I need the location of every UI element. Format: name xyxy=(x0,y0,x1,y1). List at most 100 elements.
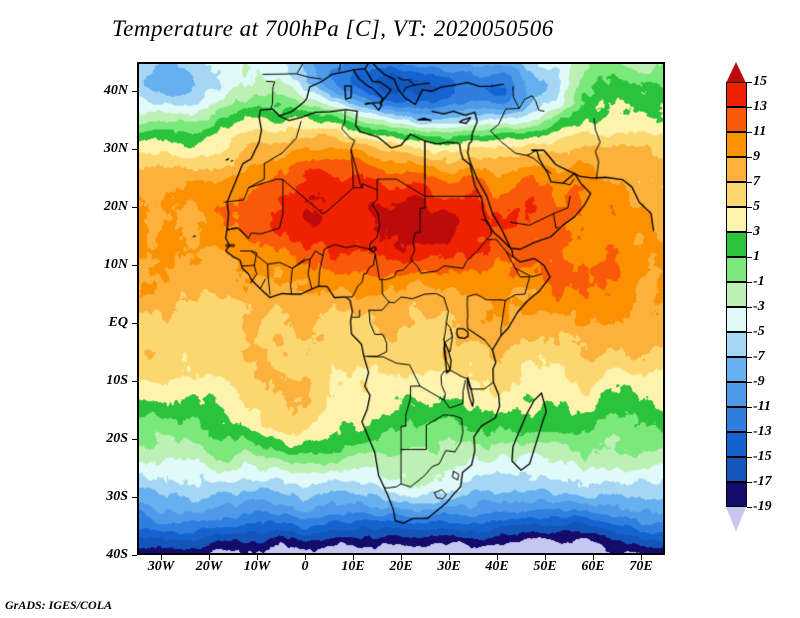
colorbar-label: -11 xyxy=(753,399,771,414)
colorbar-tick xyxy=(747,232,752,233)
colorbar-tick xyxy=(747,82,752,83)
y-axis-label: 20S xyxy=(106,431,128,446)
colorbar-label: -3 xyxy=(753,299,765,314)
colorbar-band xyxy=(726,307,747,332)
x-axis-tick xyxy=(593,555,594,560)
colorbar-label: 5 xyxy=(753,199,760,214)
colorbar-tick xyxy=(747,257,752,258)
colorbar-label: 9 xyxy=(753,149,760,164)
colorbar-tick xyxy=(747,182,752,183)
y-axis-tick xyxy=(132,439,137,440)
colorbar-label: -15 xyxy=(753,449,772,464)
temperature-field-canvas xyxy=(139,64,663,553)
y-axis-label: 20N xyxy=(103,199,128,214)
x-axis-label: 10W xyxy=(243,559,271,574)
colorbar-tick xyxy=(747,482,752,483)
colorbar-band xyxy=(726,357,747,382)
colorbar xyxy=(726,82,747,507)
colorbar-label: -7 xyxy=(753,349,765,364)
x-axis-tick xyxy=(449,555,450,560)
colorbar-label: -17 xyxy=(753,474,772,489)
x-axis-label: 30W xyxy=(147,559,175,574)
y-axis-tick xyxy=(132,149,137,150)
temperature-map-plot xyxy=(137,62,665,555)
colorbar-tick xyxy=(747,507,752,508)
x-axis-label: 20E xyxy=(389,559,413,574)
colorbar-label: 11 xyxy=(753,124,767,139)
colorbar-tick xyxy=(747,307,752,308)
colorbar-band xyxy=(726,332,747,357)
colorbar-tick xyxy=(747,332,752,333)
y-axis-label: 40N xyxy=(103,83,128,98)
colorbar-tick xyxy=(747,432,752,433)
x-axis-label: 40E xyxy=(485,559,509,574)
y-axis-tick xyxy=(132,497,137,498)
colorbar-tick xyxy=(747,407,752,408)
colorbar-band xyxy=(726,182,747,207)
x-axis-tick xyxy=(641,555,642,560)
y-axis-label: 40S xyxy=(106,547,128,562)
colorbar-label: 13 xyxy=(753,99,767,114)
colorbar-label: 1 xyxy=(753,249,760,264)
y-axis-label: 30S xyxy=(106,489,128,504)
x-axis-label: 70E xyxy=(629,559,653,574)
colorbar-band xyxy=(726,282,747,307)
x-axis-tick xyxy=(305,555,306,560)
colorbar-label: -5 xyxy=(753,324,765,339)
x-axis-tick xyxy=(545,555,546,560)
x-axis-tick xyxy=(257,555,258,560)
x-axis-tick xyxy=(401,555,402,560)
colorbar-band xyxy=(726,207,747,232)
colorbar-tick xyxy=(747,107,752,108)
colorbar-label: -1 xyxy=(753,274,765,289)
colorbar-band xyxy=(726,232,747,257)
colorbar-band xyxy=(726,457,747,482)
colorbar-over-arrow-icon xyxy=(726,62,746,83)
colorbar-under-arrow-icon xyxy=(726,507,746,532)
y-axis-tick xyxy=(132,265,137,266)
colorbar-band xyxy=(726,132,747,157)
x-axis-tick xyxy=(353,555,354,560)
colorbar-band xyxy=(726,407,747,432)
y-axis-tick xyxy=(132,323,137,324)
page-title: Temperature at 700hPa [C], VT: 202005050… xyxy=(112,16,554,41)
x-axis-label: 50E xyxy=(533,559,557,574)
x-axis-tick xyxy=(209,555,210,560)
y-axis-tick xyxy=(132,207,137,208)
colorbar-band xyxy=(726,82,747,107)
y-axis-tick xyxy=(132,555,137,556)
colorbar-label: 7 xyxy=(753,174,760,189)
y-axis-label: 30N xyxy=(103,141,128,156)
footer-credit: GrADS: IGES/COLA xyxy=(5,598,113,612)
y-axis-tick xyxy=(132,381,137,382)
colorbar-label: -9 xyxy=(753,374,765,389)
colorbar-band xyxy=(726,257,747,282)
colorbar-tick xyxy=(747,382,752,383)
colorbar-band xyxy=(726,107,747,132)
y-axis-label: 10N xyxy=(103,257,128,272)
x-axis-label: 30E xyxy=(437,559,461,574)
colorbar-band xyxy=(726,157,747,182)
colorbar-label: -13 xyxy=(753,424,772,439)
colorbar-label: 15 xyxy=(753,74,767,89)
colorbar-tick xyxy=(747,207,752,208)
colorbar-tick xyxy=(747,357,752,358)
colorbar-tick xyxy=(747,132,752,133)
colorbar-tick xyxy=(747,157,752,158)
colorbar-band xyxy=(726,432,747,457)
colorbar-label: -19 xyxy=(753,499,772,514)
colorbar-label: 3 xyxy=(753,224,760,239)
colorbar-tick xyxy=(747,457,752,458)
y-axis-label: EQ xyxy=(108,315,128,330)
x-axis-label: 10E xyxy=(341,559,365,574)
y-axis-label: 10S xyxy=(106,373,128,388)
colorbar-band xyxy=(726,382,747,407)
y-axis-tick xyxy=(132,91,137,92)
x-axis-tick xyxy=(161,555,162,560)
x-axis-label: 0 xyxy=(301,559,309,574)
colorbar-band xyxy=(726,482,747,507)
x-axis-label: 20W xyxy=(195,559,223,574)
colorbar-tick xyxy=(747,282,752,283)
x-axis-tick xyxy=(497,555,498,560)
x-axis-label: 60E xyxy=(581,559,605,574)
